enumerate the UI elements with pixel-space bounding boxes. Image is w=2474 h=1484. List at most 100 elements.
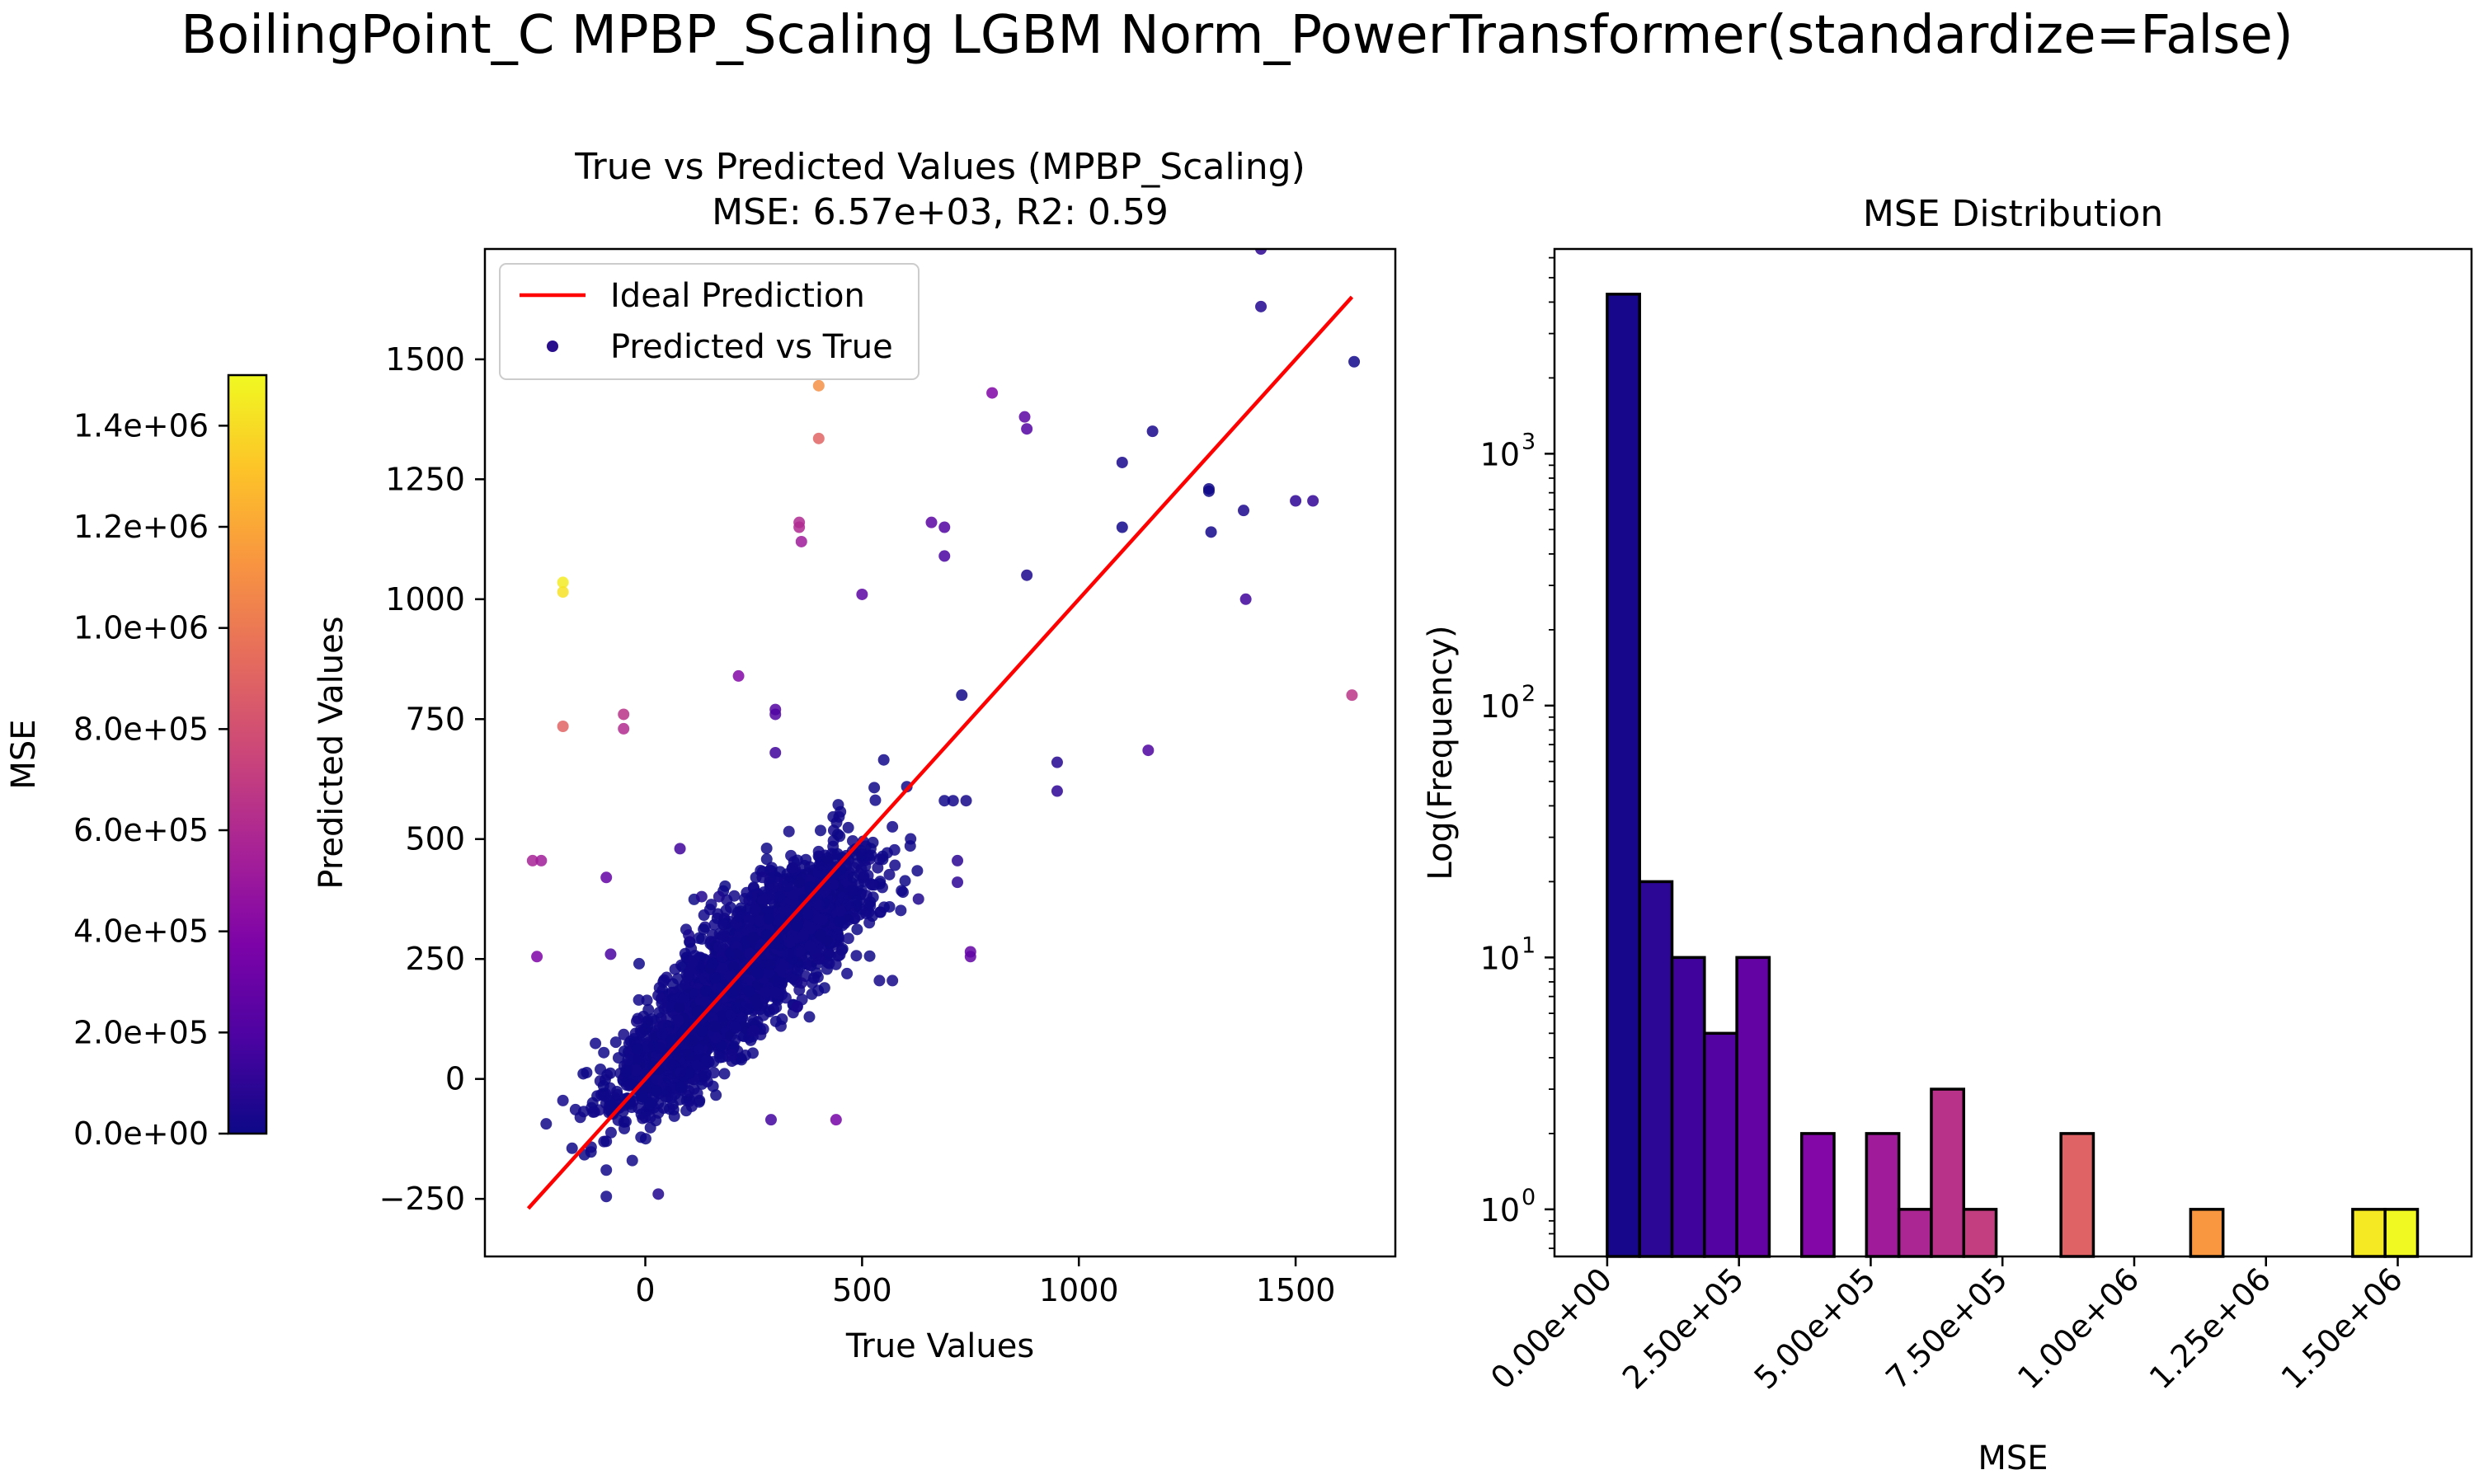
scatter-point [1346,689,1358,702]
scatter-point [899,875,911,887]
scatter-point [814,929,826,942]
histogram-x-tick-label: 0.00e+00 [1484,1261,1619,1396]
scatter-point [881,847,893,859]
scatter-point [732,669,745,682]
scatter-point [873,974,886,987]
scatter-point [674,843,686,855]
scatter-point [665,1000,677,1012]
scatter-point [803,1011,816,1023]
legend-marker-swatch [547,340,558,352]
scatter-point [745,890,758,903]
scatter-point [696,1025,708,1037]
scatter-axes-frame [483,247,1397,1258]
scatter-y-tick-label: 250 [405,941,465,977]
histogram-bar [2383,1208,2420,1258]
scatter-point [712,908,724,920]
scatter-point [1142,744,1155,757]
histogram-x-tick-label: 7.50e+05 [1879,1261,2014,1396]
scatter-point [769,1015,782,1027]
scatter-point [666,1081,678,1093]
scatter-point [709,972,722,984]
scatter-point [1239,593,1252,605]
scatter-point [725,1030,737,1042]
scatter-point [612,1052,624,1064]
colorbar-tick-label: 1.4e+06 [73,407,209,444]
legend-entry-predicted: Predicted vs True [610,328,893,366]
histogram-bar [1735,956,1771,1258]
scatter-point [618,708,630,721]
scatter-point [812,913,825,925]
scatter-point [938,550,951,562]
scatter-point [597,1080,609,1092]
scatter-point [802,908,814,920]
scatter-point [783,948,794,960]
scatter-point [725,1008,737,1021]
scatter-point [730,948,742,960]
scatter-point [581,1066,593,1078]
scatter-point [764,959,776,971]
scatter-point [1255,249,1268,255]
scatter-y-label: Predicted Values [313,616,350,889]
scatter-point [895,904,907,917]
scatter-point [641,1040,653,1053]
scatter-point [707,929,719,942]
scatter-point [678,991,690,1003]
scatter-point [863,950,876,962]
scatter-point [756,871,769,884]
scatter-point [675,1081,688,1093]
legend-entry-ideal: Ideal Prediction [610,277,865,315]
scatter-point [956,689,968,702]
scatter-point [1021,423,1033,435]
histogram-bars [1606,293,2420,1258]
scatter-point [964,951,976,963]
scatter-point [947,795,959,807]
scatter-point [1255,300,1268,312]
scatter-point [747,1025,760,1037]
scatter-point [668,1110,680,1122]
colorbar-tick-label: 8.0e+05 [73,711,209,747]
histogram-y-tick-exponent: 2 [1522,681,1536,707]
scatter-point [868,782,881,794]
histogram-y-tick-exponent: 0 [1522,1185,1536,1210]
scatter-point [535,854,548,866]
scatter-point [830,1114,842,1126]
scatter-point [792,965,804,977]
scatter-point [598,1046,610,1059]
scatter-point [831,829,844,841]
scatter-point [834,949,846,961]
scatter-y-tick-label: 1500 [385,341,465,378]
scatter-point [831,848,844,860]
scatter-point [713,941,726,953]
scatter-point [960,795,972,807]
scatter-point [717,929,730,942]
scatter-y-tick-label: 500 [405,821,465,857]
scatter-point [600,1190,613,1203]
scatter-point [639,1111,651,1124]
colorbar-tick-label: 4.0e+05 [73,913,209,950]
scatter-point [595,1064,607,1076]
scatter-point [770,1001,783,1013]
scatter-point [600,1164,613,1176]
scatter-y-tick-label: 750 [405,701,465,737]
scatter-point [566,1142,578,1154]
scatter-point [938,521,951,533]
scatter-point [806,988,818,1000]
scatter-point [774,890,786,903]
scatter-point [760,853,773,866]
scatter-point [791,1001,803,1013]
scatter-point [843,913,855,926]
scatter-point [557,576,569,589]
scatter-point [675,1065,687,1078]
scatter-point [718,1068,731,1080]
scatter-point [1205,526,1217,538]
scatter-point [896,886,909,899]
colorbar-gradient [227,373,268,1135]
scatter-point [683,1049,695,1061]
scatter-plot-area [526,249,1361,1210]
scatter-y-tick-label: 1250 [385,461,465,497]
scatter-point [821,852,834,865]
histogram-y-tick-label: 10 [1480,1192,1520,1228]
scatter-point [911,865,924,877]
scatter-point [691,1087,703,1100]
scatter-point [691,1006,703,1018]
